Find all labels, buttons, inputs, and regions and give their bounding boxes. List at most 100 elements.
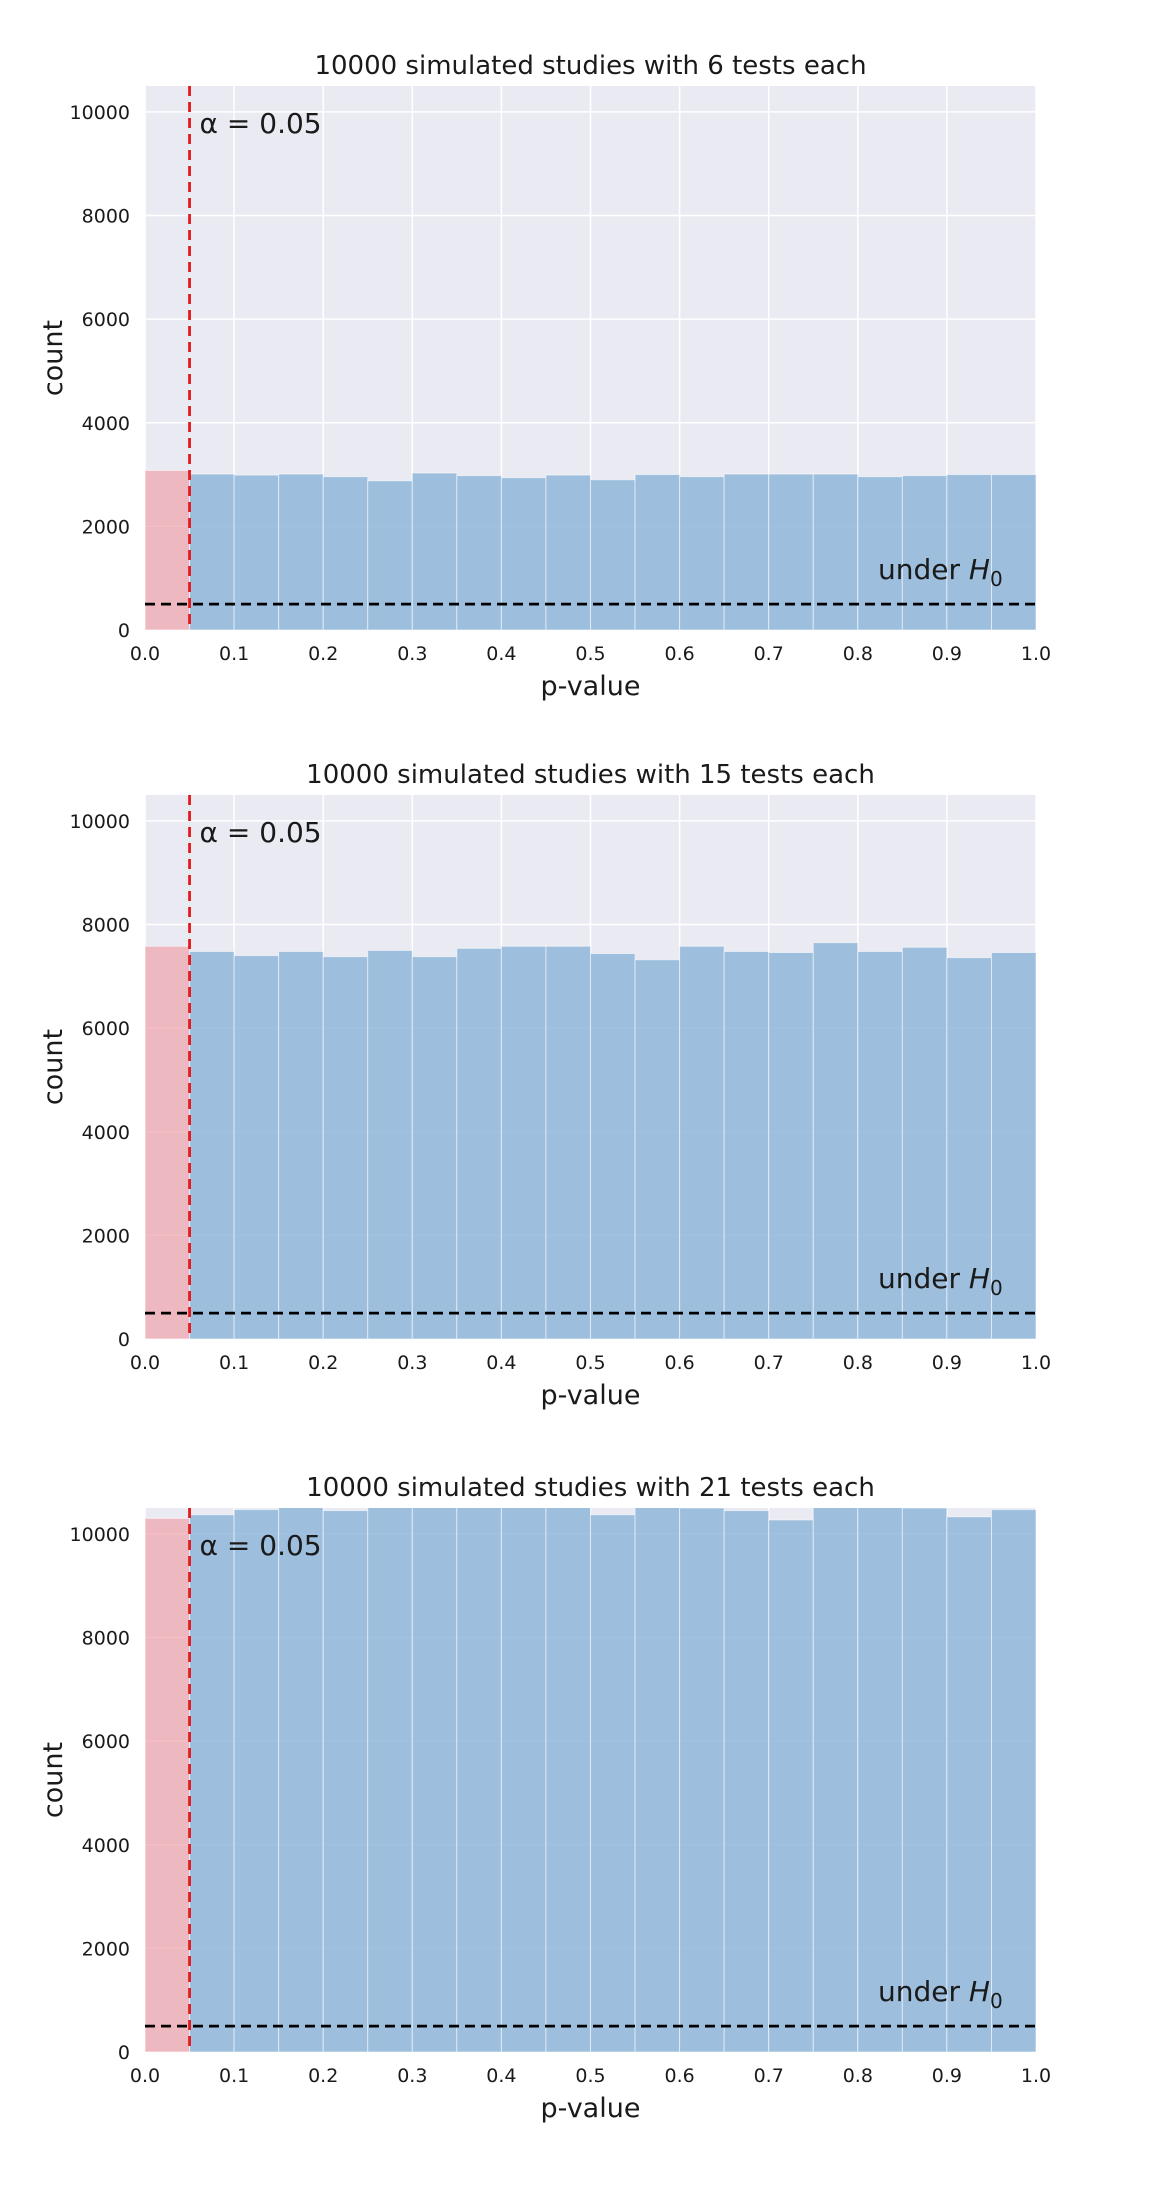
y-tick-label: 6000 — [82, 309, 130, 331]
bars — [145, 469, 1036, 630]
bar — [367, 949, 413, 1339]
bar — [679, 476, 725, 630]
bar — [723, 473, 770, 630]
y-tick-label: 8000 — [82, 915, 130, 937]
chart-title: 10000 simulated studies with 21 tests ea… — [306, 1473, 875, 1503]
bar-significant — [145, 945, 191, 1339]
y-tick-label: 10000 — [70, 102, 130, 124]
x-axis-label: p-value — [541, 2093, 641, 2124]
bar — [634, 474, 681, 630]
null-label: under H0 — [878, 1262, 1003, 1300]
bar — [278, 473, 324, 630]
bar — [456, 475, 502, 630]
x-tick-label: 0.8 — [843, 1352, 873, 1374]
bar — [990, 952, 1036, 1339]
x-tick-label: 0.3 — [397, 2065, 427, 2087]
y-axis-label: count — [38, 320, 69, 396]
bar — [411, 472, 458, 630]
x-tick-label: 0.0 — [130, 1352, 160, 1374]
x-tick-label: 0.4 — [486, 643, 516, 665]
bar — [634, 959, 681, 1339]
bar — [679, 1508, 725, 2052]
alpha-label: α = 0.05 — [200, 816, 322, 849]
x-tick-label: 0.5 — [575, 1352, 605, 1374]
x-tick-label: 1.0 — [1021, 643, 1051, 665]
x-tick-label: 0.9 — [932, 1352, 962, 1374]
y-tick-label: 0 — [118, 1329, 130, 1351]
y-tick-label: 10000 — [70, 1524, 130, 1546]
chart-title: 10000 simulated studies with 6 tests eac… — [314, 51, 866, 81]
y-tick-label: 4000 — [82, 1122, 130, 1144]
y-tick-label: 6000 — [82, 1018, 130, 1040]
bar — [812, 1508, 859, 2052]
y-tick-label: 0 — [118, 2042, 130, 2064]
bar — [946, 1516, 992, 2052]
x-tick-label: 1.0 — [1021, 1352, 1051, 1374]
bar — [901, 475, 948, 630]
x-tick-label: 0.4 — [486, 2065, 516, 2087]
y-tick-label: 8000 — [82, 206, 130, 228]
y-tick-label: 2000 — [82, 516, 130, 538]
chart-panel-1: 10000 simulated studies with 6 tests eac… — [38, 51, 1051, 702]
bar — [723, 950, 770, 1339]
x-tick-label: 0.6 — [664, 643, 694, 665]
bar — [322, 956, 369, 1339]
x-tick-label: 0.1 — [219, 643, 249, 665]
x-tick-label: 0.5 — [575, 643, 605, 665]
chart-title: 10000 simulated studies with 15 tests ea… — [306, 760, 875, 790]
bar — [901, 1508, 948, 2052]
x-tick-label: 0.7 — [754, 2065, 784, 2087]
x-tick-label: 0.1 — [219, 1352, 249, 1374]
bar — [857, 1508, 903, 2052]
bar — [768, 952, 814, 1339]
bar — [189, 473, 235, 630]
bar — [990, 1509, 1036, 2052]
x-tick-label: 0.8 — [843, 643, 873, 665]
y-tick-label: 0 — [118, 620, 130, 642]
bar — [679, 945, 725, 1339]
x-tick-label: 0.2 — [308, 1352, 338, 1374]
bar — [189, 1514, 235, 2052]
null-label: under H0 — [878, 1975, 1003, 2013]
bar — [812, 942, 859, 1339]
x-tick-label: 0.2 — [308, 643, 338, 665]
bar — [411, 1508, 458, 2052]
y-axis-label: count — [38, 1029, 69, 1105]
bar — [545, 945, 592, 1339]
x-tick-label: 0.9 — [932, 2065, 962, 2087]
bar-significant — [145, 1517, 191, 2052]
bar — [456, 947, 502, 1339]
x-tick-label: 0.2 — [308, 2065, 338, 2087]
y-tick-label: 6000 — [82, 1731, 130, 1753]
x-tick-label: 0.8 — [843, 2065, 873, 2087]
bar — [500, 477, 547, 630]
x-tick-label: 0.6 — [664, 2065, 694, 2087]
y-tick-label: 4000 — [82, 1835, 130, 1857]
bar — [411, 956, 458, 1339]
bars — [145, 942, 1036, 1339]
y-tick-label: 4000 — [82, 413, 130, 435]
bar — [233, 474, 280, 630]
bar — [723, 1510, 770, 2052]
y-tick-label: 10000 — [70, 811, 130, 833]
bar — [590, 1514, 636, 2052]
x-tick-label: 1.0 — [1021, 2065, 1051, 2087]
bar — [857, 950, 903, 1339]
bar-significant — [145, 469, 191, 630]
x-tick-label: 0.0 — [130, 643, 160, 665]
bar — [500, 1508, 547, 2052]
bar — [590, 953, 636, 1339]
null-label: under H0 — [878, 553, 1003, 591]
bar — [590, 479, 636, 630]
bar — [367, 480, 413, 630]
y-tick-label: 2000 — [82, 1938, 130, 1960]
x-axis-label: p-value — [541, 671, 641, 702]
bar — [189, 950, 235, 1339]
y-tick-label: 8000 — [82, 1628, 130, 1650]
x-tick-label: 0.3 — [397, 1352, 427, 1374]
bar — [545, 474, 592, 630]
bar — [634, 1508, 681, 2052]
bar — [768, 1519, 814, 2052]
